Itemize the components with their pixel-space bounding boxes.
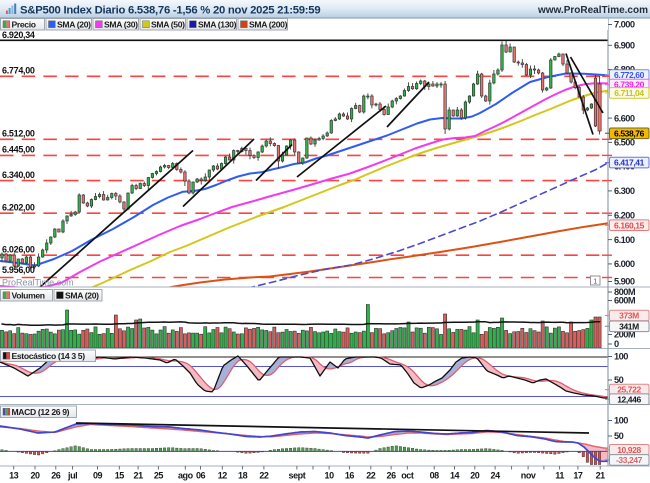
svg-text:SMA (200): SMA (200) <box>249 19 288 29</box>
svg-text:S&P500 Index Diario 6.538,76 -: S&P500 Index Diario 6.538,76 -1,56 % 20 … <box>20 4 320 16</box>
svg-text:SMA (130): SMA (130) <box>198 19 237 29</box>
svg-text:Volumen: Volumen <box>12 290 45 300</box>
svg-text:SMA (20): SMA (20) <box>57 19 91 29</box>
svg-text:24: 24 <box>491 471 501 481</box>
svg-text:26: 26 <box>51 471 61 481</box>
svg-text:www.ProRealTime.com: www.ProRealTime.com <box>537 5 648 16</box>
svg-text:100: 100 <box>614 352 628 362</box>
svg-text:6.200: 6.200 <box>614 211 635 221</box>
svg-text:17: 17 <box>573 471 583 481</box>
svg-text:25,722: 25,722 <box>617 385 641 395</box>
svg-text:6.772,60: 6.772,60 <box>614 70 645 80</box>
svg-text:-33,247: -33,247 <box>616 455 643 465</box>
svg-text:SMA (20): SMA (20) <box>65 290 99 300</box>
svg-text:800M: 800M <box>614 287 636 297</box>
svg-text:600M: 600M <box>614 296 636 306</box>
svg-text:5.956,00: 5.956,00 <box>2 265 35 275</box>
svg-text:21: 21 <box>596 471 606 481</box>
svg-text:6.920,34: 6.920,34 <box>2 30 35 40</box>
svg-text:ProRealTime.com: ProRealTime.com <box>2 278 74 288</box>
svg-text:18: 18 <box>238 471 248 481</box>
svg-text:7.000: 7.000 <box>614 20 635 30</box>
svg-text:Estocástico (14 3 5): Estocástico (14 3 5) <box>12 351 86 361</box>
svg-text:373M: 373M <box>619 311 639 321</box>
svg-text:6.538,76: 6.538,76 <box>614 128 645 138</box>
svg-text:21: 21 <box>134 471 144 481</box>
svg-text:100: 100 <box>614 416 628 426</box>
svg-text:12,446: 12,446 <box>617 394 641 404</box>
svg-text:MACD (12 26 9): MACD (12 26 9) <box>12 407 70 417</box>
svg-text:nov: nov <box>521 471 536 481</box>
svg-text:08: 08 <box>430 471 440 481</box>
svg-text:6.739,20: 6.739,20 <box>614 80 645 90</box>
svg-text:6.100: 6.100 <box>614 235 635 245</box>
svg-text:6.711,04: 6.711,04 <box>614 88 644 98</box>
svg-text:jul: jul <box>67 471 77 481</box>
svg-text:25: 25 <box>154 471 164 481</box>
svg-text:11: 11 <box>555 471 564 481</box>
svg-text:6.774,00: 6.774,00 <box>2 66 35 76</box>
svg-text:20: 20 <box>30 471 40 481</box>
svg-text:6.202,00: 6.202,00 <box>2 202 35 212</box>
svg-text:SMA (50): SMA (50) <box>151 19 185 29</box>
svg-text:6.445,00: 6.445,00 <box>2 145 35 155</box>
svg-text:5.900: 5.900 <box>614 277 635 287</box>
svg-text:oct: oct <box>401 471 414 481</box>
svg-text:15: 15 <box>115 471 125 481</box>
svg-text:6.300: 6.300 <box>614 186 635 196</box>
svg-text:6.026,00: 6.026,00 <box>2 244 35 254</box>
svg-text:22: 22 <box>259 471 269 481</box>
svg-text:6.900: 6.900 <box>614 41 635 51</box>
svg-text:6.417,41: 6.417,41 <box>614 158 645 168</box>
svg-text:50: 50 <box>614 431 624 441</box>
svg-text:1: 1 <box>593 278 597 285</box>
svg-text:0: 0 <box>614 339 619 349</box>
svg-text:6.512,00: 6.512,00 <box>2 129 35 139</box>
svg-text:14: 14 <box>450 471 460 481</box>
svg-text:06: 06 <box>196 471 206 481</box>
svg-text:sept: sept <box>289 471 306 481</box>
svg-text:10,928: 10,928 <box>617 445 641 455</box>
svg-text:6.160,15: 6.160,15 <box>614 220 645 230</box>
svg-text:ago: ago <box>178 471 194 481</box>
svg-text:6.600: 6.600 <box>614 113 635 123</box>
svg-text:10: 10 <box>325 471 335 481</box>
svg-text:50: 50 <box>614 375 624 385</box>
svg-text:Precio: Precio <box>12 19 36 29</box>
svg-text:12: 12 <box>218 471 228 481</box>
svg-text:16: 16 <box>345 471 355 481</box>
svg-text:200M: 200M <box>614 330 636 340</box>
svg-text:6.500: 6.500 <box>614 138 635 148</box>
svg-text:22: 22 <box>366 471 376 481</box>
svg-text:20: 20 <box>470 471 480 481</box>
svg-text:341M: 341M <box>619 321 639 331</box>
svg-text:SMA (30): SMA (30) <box>104 19 138 29</box>
svg-text:26: 26 <box>387 471 397 481</box>
svg-text:09: 09 <box>93 471 103 481</box>
svg-text:6.000: 6.000 <box>614 259 635 269</box>
svg-text:13: 13 <box>9 471 19 481</box>
svg-text:6.340,00: 6.340,00 <box>2 170 35 180</box>
